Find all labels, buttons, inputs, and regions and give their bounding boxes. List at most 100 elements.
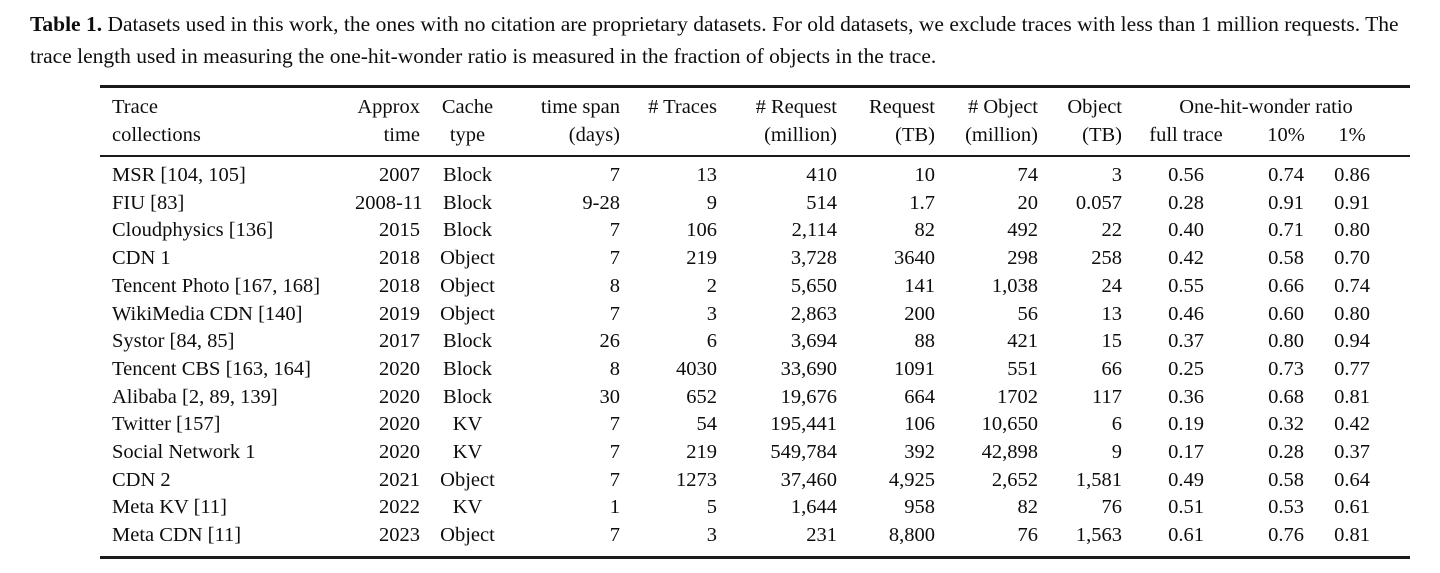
table-cell-request_tb: 1.7 bbox=[909, 191, 935, 214]
table-row: Meta KV [11] 2022 KV 1 5 1,644 958 82 76 0.51 0.53… bbox=[100, 494, 1410, 522]
table-cell-ohw_1pct: 0.86 bbox=[1334, 164, 1370, 186]
col-header-time-span: time span bbox=[540, 96, 620, 118]
table-cell-ohw_10pct: 0.53 bbox=[1268, 496, 1304, 519]
table-cell-object_tb: 13 bbox=[1101, 302, 1123, 325]
table-cell-num_traces: 54 bbox=[696, 413, 718, 436]
table-cell-time_span_days: 7 bbox=[609, 413, 620, 436]
table-cell-trace_collections: CDN 2 bbox=[112, 468, 171, 491]
row-spacer-cell bbox=[1382, 156, 1410, 190]
table-cell-num_object: 42,898 bbox=[981, 441, 1038, 464]
row-spacer-cell bbox=[1382, 411, 1410, 439]
table-cell-time_span_days: 7 bbox=[609, 524, 620, 547]
table-cell-time_span_days: 26 bbox=[599, 330, 621, 353]
col-header-one-hit-wonder-group: One-hit-wonder ratio bbox=[1179, 96, 1353, 118]
row-spacer-cell bbox=[1382, 273, 1410, 301]
table-cell-request_tb: 82 bbox=[914, 219, 936, 242]
table-cell-ohw_1pct: 0.70 bbox=[1334, 247, 1370, 270]
table-cell-ohw_full_trace: 0.17 bbox=[1168, 441, 1204, 464]
table-row: Tencent CBS [163, 164] 2020 Block 8 4030 33,6… bbox=[100, 356, 1410, 384]
table-cell-num_traces: 3 bbox=[706, 524, 717, 547]
table-cell-approx_time: 2022 bbox=[379, 496, 420, 519]
col-subheader-trace-collections: collections bbox=[100, 121, 355, 157]
table-cell-ohw_1pct: 0.37 bbox=[1334, 441, 1370, 464]
table-cell-trace_collections: Cloudphysics [136] bbox=[112, 219, 274, 242]
table-cell-num_traces: 652 bbox=[686, 385, 717, 408]
table-row: MSR [104, 105] 2007 Block 7 13 410 10 74 3 0.56 0.… bbox=[100, 156, 1410, 190]
col-subheader-request-tb: (TB) bbox=[837, 121, 935, 157]
table-cell-ohw_full_trace: 0.37 bbox=[1168, 330, 1204, 353]
table-cell-approx_time: 2008-11 bbox=[355, 191, 423, 214]
col-subheader-time-span: (days) bbox=[515, 121, 620, 157]
table-cell-num_request: 2,114 bbox=[791, 219, 837, 242]
table-cell-num_object: 20 bbox=[1017, 191, 1039, 214]
row-spacer-cell bbox=[1382, 190, 1410, 218]
col-subheader-num-object: (million) bbox=[935, 121, 1038, 157]
table-cell-request_tb: 3640 bbox=[894, 247, 935, 270]
table-cell-time_span_days: 1 bbox=[609, 496, 620, 519]
table-cell-request_tb: 200 bbox=[904, 302, 935, 325]
table-cell-ohw_10pct: 0.28 bbox=[1268, 441, 1304, 464]
table-cell-num_traces: 4030 bbox=[676, 357, 717, 380]
row-spacer-cell bbox=[1382, 494, 1410, 522]
table-cell-num_request: 195,441 bbox=[770, 413, 837, 436]
table-cell-num_request: 549,784 bbox=[770, 441, 837, 464]
row-spacer-cell bbox=[1382, 522, 1410, 557]
table-cell-num_object: 74 bbox=[1017, 164, 1039, 186]
col-header-num-traces: # Traces bbox=[648, 96, 717, 118]
table-cell-num_request: 410 bbox=[806, 164, 837, 186]
table-cell-time_span_days: 30 bbox=[599, 385, 621, 408]
table-cell-num_traces: 5 bbox=[706, 496, 717, 519]
table-cell-num_request: 3,694 bbox=[790, 330, 837, 353]
col-subheader-approx-time: time bbox=[355, 121, 420, 157]
table-row: WikiMedia CDN [140] 2019 Object 7 3 2,863 200 5… bbox=[100, 301, 1410, 329]
table-cell-object_tb: 15 bbox=[1101, 330, 1123, 353]
table-cell-ohw_full_trace: 0.55 bbox=[1168, 274, 1204, 297]
table-cell-ohw_10pct: 0.58 bbox=[1268, 468, 1304, 491]
row-spacer-cell bbox=[1382, 328, 1410, 356]
table-cell-approx_time: 2017 bbox=[379, 330, 420, 353]
table-row: CDN 1 2018 Object 7 219 3,728 3640 298 258 0.42 0.… bbox=[100, 245, 1410, 273]
table-cell-time_span_days: 8 bbox=[609, 274, 620, 297]
table-caption-label: Table 1. bbox=[30, 12, 103, 36]
table-cell-ohw_10pct: 0.91 bbox=[1268, 191, 1304, 214]
table-cell-num_object: 492 bbox=[1007, 219, 1038, 242]
table-cell-request_tb: 392 bbox=[904, 441, 935, 464]
table-cell-request_tb: 4,925 bbox=[888, 468, 935, 491]
table-cell-ohw_10pct: 0.74 bbox=[1268, 164, 1304, 186]
table-row: Social Network 1 2020 KV 7 219 549,784 392 42,8… bbox=[100, 439, 1410, 467]
table-cell-object_tb: 1,581 bbox=[1075, 468, 1122, 491]
table-caption: Table 1. Datasets used in this work, the… bbox=[30, 8, 1414, 72]
row-spacer-cell bbox=[1382, 439, 1410, 467]
table-row: Alibaba [2, 89, 139] 2020 Block 30 652 19,676… bbox=[100, 384, 1410, 412]
table-cell-num_traces: 6 bbox=[706, 330, 717, 353]
table-cell-trace_collections: Twitter [157] bbox=[112, 413, 221, 436]
table-cell-object_tb: 1,563 bbox=[1075, 524, 1122, 547]
table-cell-object_tb: 6 bbox=[1111, 413, 1122, 436]
table-cell-ohw_full_trace: 0.56 bbox=[1168, 164, 1204, 186]
col-header-trace-collections: Trace bbox=[112, 96, 158, 118]
row-spacer-cell bbox=[1382, 301, 1410, 329]
col-header-num-object: # Object bbox=[967, 96, 1038, 118]
table-cell-object_tb: 3 bbox=[1111, 164, 1122, 186]
table-cell-num_object: 1702 bbox=[997, 385, 1038, 408]
table-cell-cache_type: Object bbox=[440, 302, 495, 325]
col-subheader-cache-type: type bbox=[420, 121, 515, 157]
table-cell-num_object: 56 bbox=[1017, 302, 1039, 325]
header-spacer-cell bbox=[1382, 121, 1410, 157]
table-cell-time_span_days: 7 bbox=[609, 302, 620, 325]
table-cell-num_request: 2,863 bbox=[790, 302, 837, 325]
table-cell-ohw_full_trace: 0.46 bbox=[1168, 302, 1204, 325]
table-cell-trace_collections: MSR [104, 105] bbox=[112, 164, 246, 186]
table-row: Tencent Photo [167, 168] 2018 Object 8 2 5,65… bbox=[100, 273, 1410, 301]
table-cell-ohw_full_trace: 0.49 bbox=[1168, 468, 1204, 491]
table-cell-ohw_full_trace: 0.28 bbox=[1168, 191, 1204, 214]
table-cell-cache_type: Object bbox=[440, 247, 495, 270]
table-cell-request_tb: 141 bbox=[904, 274, 935, 297]
table-cell-num_traces: 219 bbox=[686, 247, 717, 270]
table-cell-num_object: 10,650 bbox=[981, 413, 1038, 436]
table-row: CDN 2 2021 Object 7 1273 37,460 4,925 2,652 1,58… bbox=[100, 467, 1410, 495]
table-cell-num_object: 76 bbox=[1017, 524, 1039, 547]
table-cell-request_tb: 1091 bbox=[894, 357, 935, 380]
table-cell-cache_type: Block bbox=[443, 385, 492, 408]
